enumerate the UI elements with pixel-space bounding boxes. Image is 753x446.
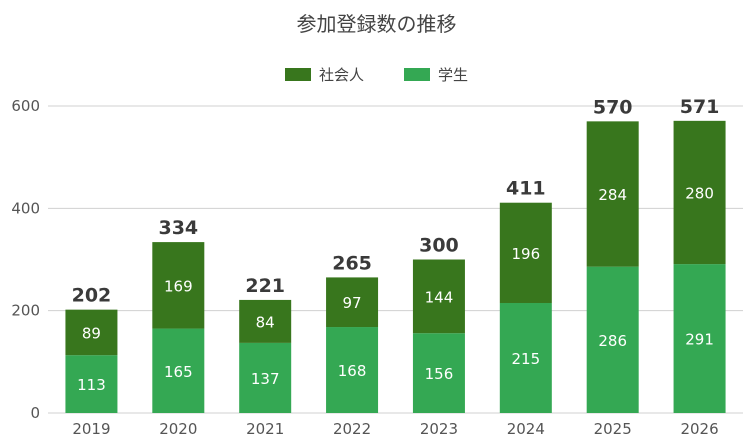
bar-segment [412,259,465,334]
total-label: 571 [680,96,720,118]
x-tick-label: 2021 [246,420,284,438]
bar-segment [673,264,726,413]
total-label: 300 [419,235,459,257]
data-label: 165 [164,363,193,381]
total-label: 221 [245,275,285,297]
total-label: 570 [593,96,633,118]
bar-segment [326,327,379,413]
y-tick-label: 0 [30,404,40,422]
bar-segment [65,309,118,356]
legend-swatch-gakusei [404,68,430,81]
legend-label-shakaijin: 社会人 [318,66,364,84]
data-label: 286 [598,332,627,350]
data-label: 144 [425,288,454,306]
chart-title: 参加登録数の推移 [296,12,457,36]
x-tick-label: 2026 [680,420,718,438]
y-tick-label: 400 [11,199,40,217]
x-tick-label: 2024 [507,420,545,438]
data-label: 84 [256,313,275,331]
bar-segment [586,121,639,267]
data-label: 156 [425,365,454,383]
x-tick-label: 2025 [594,420,632,438]
bar-segment [65,355,118,413]
data-label: 196 [511,245,540,263]
bar-segment [152,328,205,413]
bar-segment [586,266,639,413]
bar-segment [326,277,379,328]
bar-segment [499,302,552,413]
data-label: 280 [685,184,714,202]
legend-swatch-shakaijin [284,68,311,81]
x-tick-label: 2023 [420,420,458,438]
bar-segment [673,120,726,265]
data-label: 97 [343,294,362,312]
total-label: 202 [72,285,112,307]
data-label: 89 [82,324,101,342]
bar-segment [152,242,205,329]
data-label: 284 [598,186,627,204]
bar-segment [499,202,552,303]
legend: 社会人 学生 [0,64,753,85]
data-label: 137 [251,370,280,388]
bar-segment [412,333,465,413]
total-label: 265 [332,252,372,274]
y-tick-label: 200 [11,302,40,320]
bar-segment [239,299,292,343]
data-label: 215 [511,350,540,368]
legend-item-gakusei: 学生 [404,64,468,85]
x-tick-label: 2020 [159,420,197,438]
data-label: 169 [164,277,193,295]
total-label: 334 [158,217,198,239]
data-label: 168 [338,362,367,380]
data-label: 291 [685,331,714,349]
x-tick-label: 2022 [333,420,371,438]
bar-segment [239,342,292,413]
x-tick-label: 2019 [72,420,110,438]
total-label: 411 [506,178,546,200]
data-label: 113 [77,376,106,394]
legend-item-shakaijin: 社会人 [284,64,364,85]
legend-label-gakusei: 学生 [438,66,469,84]
y-tick-label: 600 [11,97,40,115]
